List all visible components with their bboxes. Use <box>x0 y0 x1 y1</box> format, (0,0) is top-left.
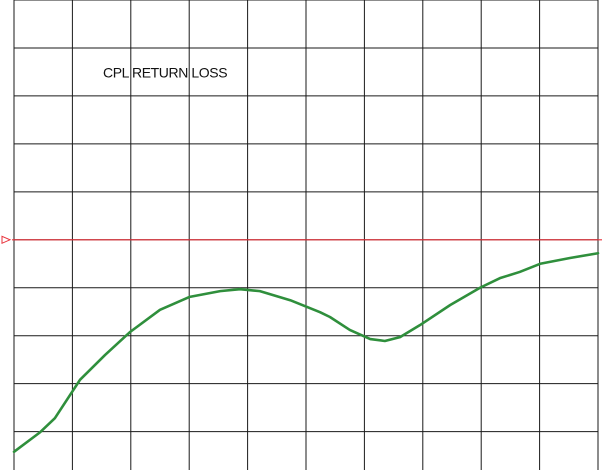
chart-title: CPL RETURN LOSS <box>103 65 227 81</box>
trace-line <box>12 251 600 454</box>
reference-marker <box>1 235 12 245</box>
